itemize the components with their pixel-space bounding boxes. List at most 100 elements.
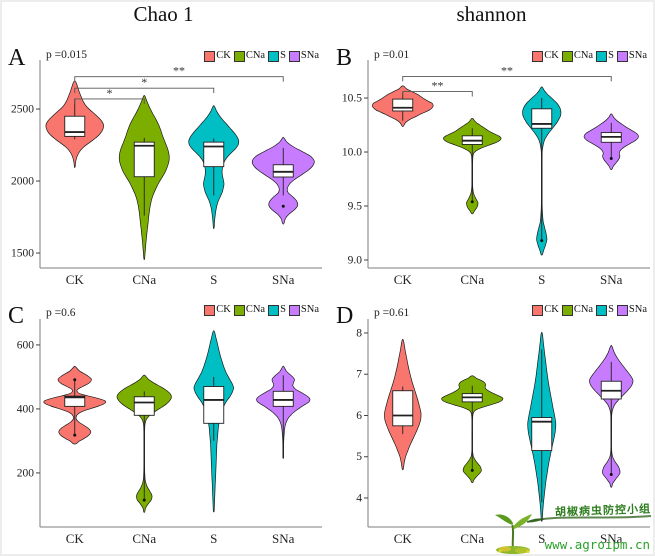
x-category-label-CNa: CNa: [132, 531, 156, 546]
figure-title-shannon: shannon: [456, 2, 527, 26]
legend-label-SNa: SNa: [300, 50, 319, 62]
legend-label-CNa: CNa: [573, 304, 594, 316]
sig-bracket-B-0: **: [402, 79, 473, 97]
outlier-CNa: [470, 200, 474, 204]
y-tick-label: 2000: [11, 176, 34, 188]
panel-C-plot: 200 400 600 CK CNa S SNa: [17, 319, 322, 546]
y-tick-label: 1500: [11, 248, 34, 260]
legend-swatch-SNa: [616, 51, 628, 62]
x-category-label-CNa: CNa: [460, 272, 484, 287]
panel-label-C: C: [8, 303, 25, 329]
y-tick-label: 2500: [11, 104, 34, 116]
panel-B-plot: 9.0 9.5 10.0 10.5 CK CNa S SNa ** **: [342, 60, 650, 287]
x-category-label-SNa: SNa: [600, 531, 623, 546]
y-tick-label: 200: [17, 467, 35, 479]
box-SNa: [272, 390, 294, 407]
x-category-label-SNa: SNa: [600, 272, 623, 287]
box-CK: [392, 390, 414, 427]
y-tick-label: 10.0: [342, 147, 362, 159]
y-tick-label: 9.5: [348, 201, 363, 213]
p-value-C: p =0.6: [46, 307, 76, 319]
x-category-label-S: S: [210, 531, 217, 546]
sig-label: *: [107, 86, 113, 100]
legend-label-S: S: [608, 304, 614, 316]
violin-CNa: [441, 375, 504, 484]
y-tick-label: 600: [17, 339, 35, 351]
legend-swatch-S: [596, 51, 608, 62]
violin-CK: [43, 365, 107, 445]
figure-title-chao1: Chao 1: [133, 2, 194, 26]
x-category-label-SNa: SNa: [272, 531, 295, 546]
x-category-label-CK: CK: [66, 531, 85, 546]
violin-S: [193, 330, 234, 513]
violin-CNa: [118, 95, 170, 261]
y-tick-label: 4: [356, 492, 362, 504]
p-value-D: p =0.61: [374, 307, 410, 319]
sig-label: **: [173, 64, 185, 78]
outlier-CNa: [470, 468, 474, 472]
outlier-SNa: [609, 472, 613, 476]
box-CK: [392, 98, 414, 112]
sig-bracket-A-0: *: [74, 86, 145, 104]
legend-label-CK: CK: [544, 304, 559, 316]
box-S: [531, 108, 553, 129]
legend-swatch-SNa: [288, 305, 300, 316]
x-category-label-CK: CK: [66, 272, 85, 287]
y-tick-label: 6: [356, 410, 362, 422]
legend-swatch-S: [268, 305, 280, 316]
sig-bracket-B-1: **: [402, 63, 612, 82]
legend-C: CK CNa S SNa: [204, 305, 322, 316]
violin-S: [188, 105, 240, 229]
watermark-url: www.agroipm.cn: [544, 536, 650, 552]
violin-CNa: [443, 117, 502, 215]
violin-SNa: [583, 113, 639, 171]
legend-swatch-CK: [532, 51, 544, 62]
y-tick-label: 7: [356, 369, 362, 381]
legend-label-SNa: SNa: [628, 304, 647, 316]
y-tick-label: 9.0: [348, 255, 363, 267]
violin-SNa: [251, 136, 315, 225]
violin-SNa: [589, 345, 634, 488]
legend-swatch-CNa: [233, 51, 245, 62]
outlier-S: [540, 239, 544, 243]
panel-label-B: B: [336, 45, 353, 71]
x-category-label-S: S: [210, 272, 217, 287]
legend-swatch-SNa: [288, 51, 300, 62]
y-tick-label: 5: [356, 451, 362, 463]
y-tick-label: 400: [17, 403, 35, 415]
violin-S: [527, 332, 557, 522]
x-category-label-CK: CK: [394, 531, 413, 546]
box-S: [203, 141, 225, 168]
violin-SNa: [256, 365, 311, 459]
outlier-SNa: [281, 204, 285, 208]
legend-swatch-CNa: [233, 305, 245, 316]
panel-label-A: A: [8, 45, 26, 71]
legend-D: CK CNa S SNa: [532, 305, 650, 316]
sig-bracket-A-2: **: [74, 64, 284, 82]
x-category-label-S: S: [538, 272, 545, 287]
axes: [367, 319, 650, 528]
box-S: [203, 386, 225, 424]
violin-CNa: [116, 374, 172, 513]
x-category-label-CNa: CNa: [132, 272, 156, 287]
box-CK: [64, 115, 86, 137]
legend-label-S: S: [280, 50, 286, 62]
outlier-CNa: [142, 498, 146, 502]
outlier-SNa: [609, 156, 613, 160]
legend-label-CNa: CNa: [245, 304, 266, 316]
legend-label-CNa: CNa: [573, 50, 594, 62]
legend-label-CK: CK: [216, 304, 231, 316]
violin-CK: [372, 85, 434, 127]
sig-bracket-A-1: *: [74, 75, 215, 94]
watermark: 胡椒病虫防控小组 www.agroipm.cn: [478, 500, 653, 554]
box-CNa: [133, 396, 155, 416]
legend-swatch-S: [596, 305, 608, 316]
sprout-logo-icon: [495, 514, 532, 554]
legend-swatch-CK: [532, 305, 544, 316]
legend-swatch-SNa: [616, 305, 628, 316]
